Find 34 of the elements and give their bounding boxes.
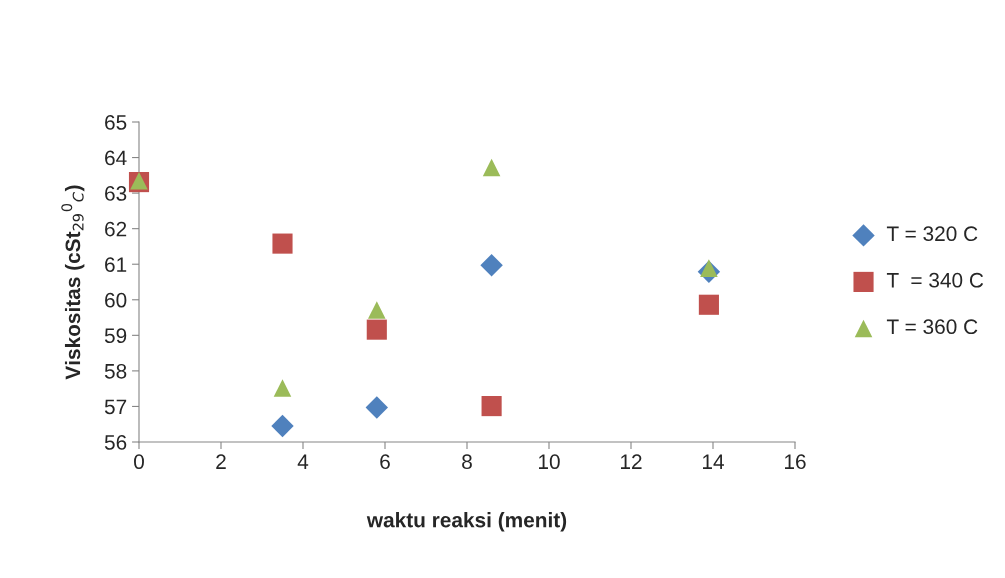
x-tick-label: 6 (380, 454, 390, 470)
x-tick-label: 8 (462, 454, 472, 470)
point (698, 294, 719, 315)
y-tick-label: 63 (105, 186, 127, 201)
y-tick-label: 56 (104, 435, 127, 450)
point (273, 379, 292, 397)
legend-label: T = 360 C (886, 319, 978, 335)
point (482, 158, 501, 177)
point (368, 301, 386, 319)
y-tick-label: 58 (104, 363, 127, 379)
x-tick-label: 14 (703, 454, 724, 469)
y-axis-title: Viskositas (cSt$_{29}$$^{0}$$_{C}$) (61, 185, 85, 380)
x-tick-label: 0 (134, 454, 144, 470)
y-tick-label: 57 (104, 399, 127, 415)
y-tick-label: 62 (105, 221, 127, 237)
x-tick-label: 12 (621, 454, 642, 469)
legend-label: T = 320 C (886, 226, 978, 242)
point (271, 414, 294, 438)
y-tick-label: 60 (105, 292, 127, 308)
point (481, 396, 502, 417)
point (480, 254, 503, 277)
legend-label: T = 340 C (886, 272, 984, 288)
y-tick-label: 59 (104, 328, 127, 344)
point (365, 396, 388, 419)
x-tick-label: 10 (539, 454, 560, 470)
y-tick-label: 61 (105, 257, 127, 272)
point (272, 233, 293, 254)
x-tick-label: 2 (216, 454, 226, 469)
y-tick-label: 64 (105, 150, 127, 166)
x-tick-label: 16 (785, 454, 806, 470)
y-tick-label: 65 (105, 115, 127, 130)
x-axis-title: waktu reaksi (menit) (366, 512, 567, 532)
x-tick-label: 4 (297, 454, 309, 469)
point (366, 319, 387, 340)
